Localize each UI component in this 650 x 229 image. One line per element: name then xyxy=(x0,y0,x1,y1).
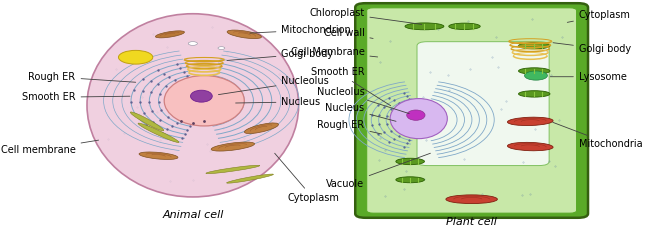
Ellipse shape xyxy=(446,195,497,204)
Ellipse shape xyxy=(508,142,553,151)
Text: Smooth ER: Smooth ER xyxy=(311,67,391,106)
Circle shape xyxy=(525,71,547,80)
Ellipse shape xyxy=(448,23,480,30)
Text: Nucleolus: Nucleolus xyxy=(218,76,329,95)
Ellipse shape xyxy=(206,165,260,174)
Ellipse shape xyxy=(396,158,424,165)
Ellipse shape xyxy=(508,117,553,125)
Ellipse shape xyxy=(519,91,550,97)
Ellipse shape xyxy=(227,30,261,39)
FancyBboxPatch shape xyxy=(367,8,577,213)
Text: Mitochondria: Mitochondria xyxy=(553,122,642,149)
Ellipse shape xyxy=(227,174,274,183)
Text: Cell Membrane: Cell Membrane xyxy=(291,46,378,57)
Text: Smooth ER: Smooth ER xyxy=(22,92,130,102)
Ellipse shape xyxy=(190,90,213,102)
Text: Golgi body: Golgi body xyxy=(553,43,631,54)
Circle shape xyxy=(218,47,225,49)
Text: Rough ER: Rough ER xyxy=(317,120,382,134)
Text: Plant cell: Plant cell xyxy=(446,217,497,227)
Circle shape xyxy=(188,42,198,45)
Ellipse shape xyxy=(87,14,298,197)
Text: Cytoplasm: Cytoplasm xyxy=(275,153,339,203)
Text: Nucleolus: Nucleolus xyxy=(317,87,410,114)
Ellipse shape xyxy=(164,76,244,126)
Ellipse shape xyxy=(407,110,425,120)
Text: Cytoplasm: Cytoplasm xyxy=(567,10,630,22)
Text: Vacuole: Vacuole xyxy=(326,153,430,189)
Ellipse shape xyxy=(138,123,179,142)
Text: Nucleus: Nucleus xyxy=(325,103,396,121)
Text: Golgi body: Golgi body xyxy=(227,49,333,60)
Ellipse shape xyxy=(130,112,164,131)
Ellipse shape xyxy=(519,43,550,49)
Ellipse shape xyxy=(139,152,178,159)
Ellipse shape xyxy=(244,123,278,134)
Text: Animal cell: Animal cell xyxy=(162,210,224,220)
Text: Lysosome: Lysosome xyxy=(550,72,627,82)
Ellipse shape xyxy=(390,98,447,139)
Ellipse shape xyxy=(396,177,424,183)
Ellipse shape xyxy=(155,31,185,38)
Text: Cell wall: Cell wall xyxy=(324,28,373,38)
FancyBboxPatch shape xyxy=(356,3,588,218)
Text: Rough ER: Rough ER xyxy=(29,72,136,82)
Ellipse shape xyxy=(405,23,444,30)
Text: Mitochondrion: Mitochondrion xyxy=(250,25,351,35)
Text: Cell membrane: Cell membrane xyxy=(1,140,99,155)
Circle shape xyxy=(118,50,153,64)
Text: Chloroplast: Chloroplast xyxy=(309,8,422,24)
Ellipse shape xyxy=(519,68,550,74)
Ellipse shape xyxy=(211,142,255,151)
FancyBboxPatch shape xyxy=(417,42,549,166)
Text: Nucleus: Nucleus xyxy=(235,97,320,107)
